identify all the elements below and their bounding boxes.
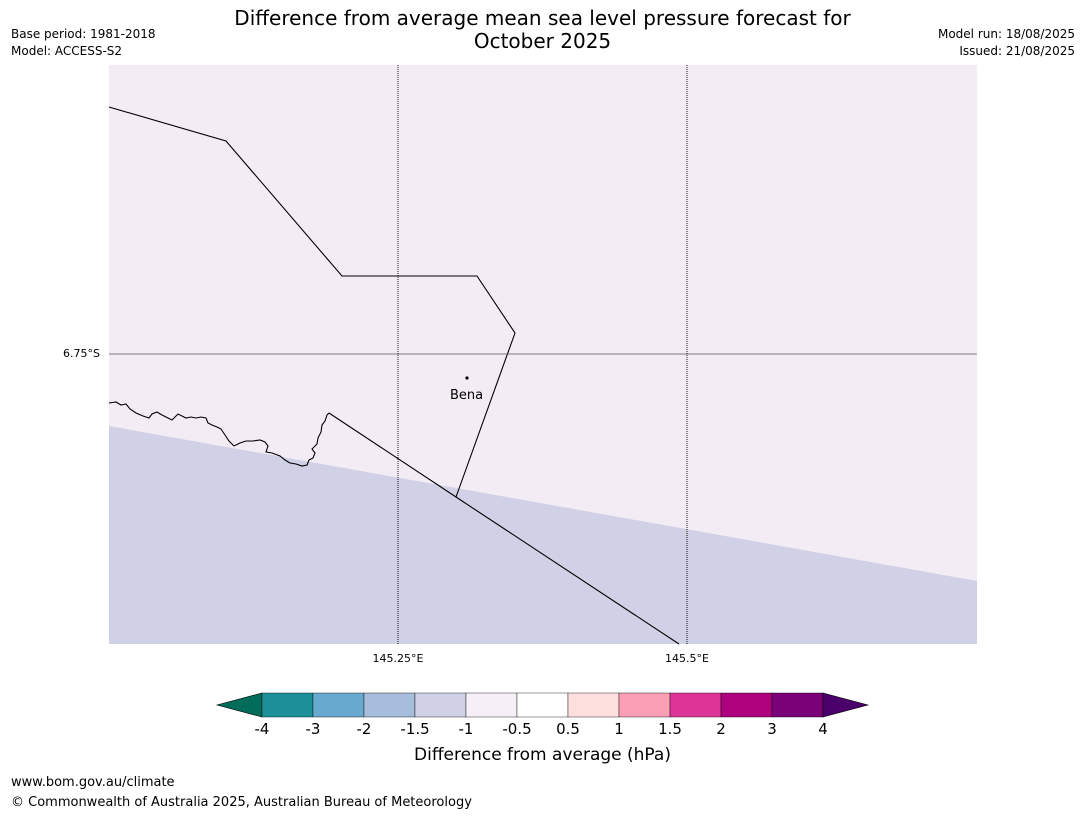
colorbar-segment [516, 692, 569, 718]
colorbar-tick-label: 1.5 [658, 720, 682, 738]
lat-label-6-75s: 6.75°S [63, 347, 100, 360]
colorbar-segment [261, 692, 314, 718]
lon-label-145-5e: 145.5°E [665, 652, 709, 665]
footer-copyright: © Commonwealth of Australia 2025, Austra… [11, 795, 472, 810]
colorbar-segment [363, 692, 416, 718]
province-boundary [108, 106, 516, 498]
colorbar-extension-high [822, 692, 870, 718]
colorbar-tick-label: -3 [305, 720, 321, 738]
colorbar-tick-label: 0.5 [556, 720, 580, 738]
lon-label-145-25e: 145.25°E [372, 652, 424, 665]
colorbar-tick-label: -0.5 [502, 720, 532, 738]
colorbar-tick-label: 4 [818, 720, 828, 738]
colorbar-tick-label: -1.5 [400, 720, 430, 738]
colorbar-tick-label: -4 [254, 720, 270, 738]
meta-right: Model run: 18/08/2025 Issued: 21/08/2025 [938, 26, 1075, 60]
meta-left: Base period: 1981-2018 Model: ACCESS-S2 [11, 26, 156, 60]
footer-url: www.bom.gov.au/climate [11, 775, 175, 790]
colorbar-tick-label: -2 [356, 720, 372, 738]
place-marker-bena [465, 376, 469, 380]
colorbar-tick-label: 3 [767, 720, 777, 738]
base-period: Base period: 1981-2018 [11, 27, 156, 41]
colorbar-segment [618, 692, 671, 718]
model-run: Model run: 18/08/2025 [937, 27, 1075, 41]
colorbar [215, 692, 870, 718]
coastline [108, 401, 330, 467]
colorbar-segment [414, 692, 467, 718]
colorbar-segment [669, 692, 722, 718]
colorbar-segment [720, 692, 773, 718]
colorbar-tick-label: 1 [614, 720, 624, 738]
colorbar-segment [312, 692, 365, 718]
place-label-bena: Bena [450, 388, 484, 403]
title-line-1: Difference from average mean sea level p… [234, 6, 851, 30]
model-name: Model: ACCESS-S2 [11, 44, 123, 58]
colorbar-segment [771, 692, 824, 718]
colorbar-tick-label: -1 [458, 720, 474, 738]
district-boundary [328, 412, 680, 645]
anomaly-region-lower [109, 426, 977, 644]
colorbar-segment [465, 692, 518, 718]
chart-title: Difference from average mean sea level p… [200, 7, 885, 53]
colorbar-label: Difference from average (hPa) [414, 745, 671, 765]
colorbar-tick-label: 2 [716, 720, 726, 738]
colorbar-extension-low [215, 692, 263, 718]
issued-date: Issued: 21/08/2025 [959, 44, 1075, 58]
colorbar-segment [567, 692, 620, 718]
title-line-2: October 2025 [473, 29, 612, 53]
